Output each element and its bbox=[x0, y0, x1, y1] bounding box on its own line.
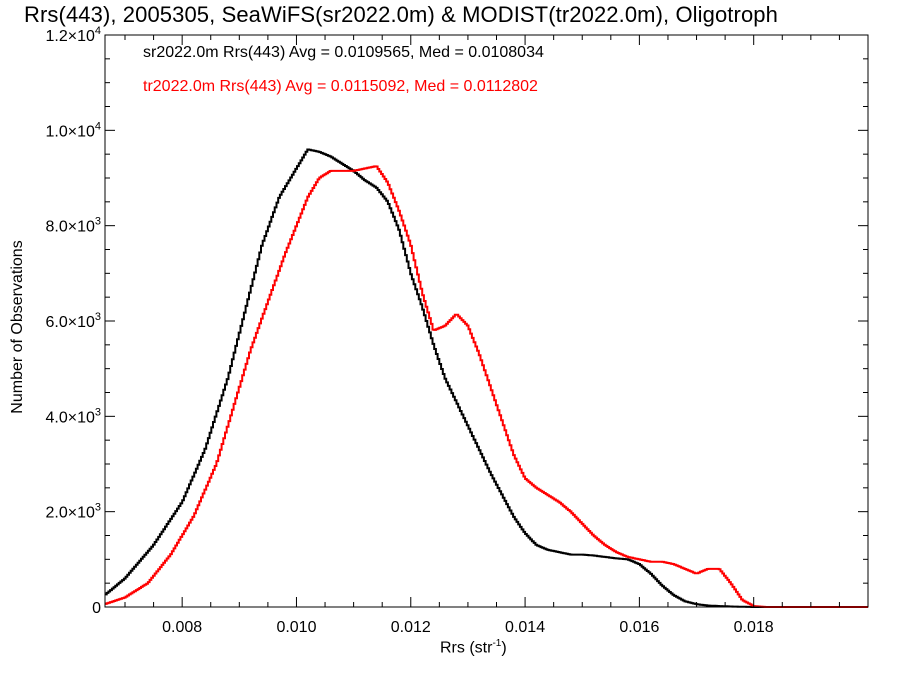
legend-entry-tr-text: tr2022.0m Rrs(443) Avg = 0.0115092, Med … bbox=[143, 78, 538, 95]
series-layer bbox=[105, 148, 868, 608]
x-axis-label-close: ) bbox=[501, 639, 507, 657]
histogram-series-1 bbox=[105, 148, 868, 608]
x-axis-label-text: Rrs (str bbox=[440, 639, 493, 657]
plot-frame bbox=[104, 34, 869, 608]
y-tick-label: 6.0×103 bbox=[45, 311, 101, 331]
histogram-series-2 bbox=[105, 165, 868, 608]
x-tick-label: 0.010 bbox=[276, 619, 316, 636]
x-tick-label: 0.018 bbox=[734, 619, 774, 636]
x-tick-label: 0.008 bbox=[162, 619, 202, 636]
legend-entry-tr: tr2022.0m Rrs(443) Avg = 0.0115092, Med … bbox=[143, 78, 538, 96]
x-axis-label-sup: -1 bbox=[492, 638, 502, 649]
y-axis-label: Number of Observations bbox=[9, 240, 26, 414]
chart-title: Rrs(443), 2005305, SeaWiFS(sr2022.0m) & … bbox=[24, 2, 778, 27]
axes-layer: 0.008 0.010 0.012 0.014 0.016 0.018 0 2.0×103 4.… bbox=[45, 25, 868, 636]
y-tick-label: 0 bbox=[92, 600, 101, 617]
y-tick-label: 2.0×103 bbox=[45, 502, 101, 522]
y-tick-label: 8.0×103 bbox=[45, 216, 101, 236]
x-tick-label: 0.012 bbox=[391, 619, 431, 636]
x-axis-label: Rrs (str-1) bbox=[440, 638, 507, 657]
x-tick-label: 0.016 bbox=[619, 619, 659, 636]
legend-entry-sr-text: sr2022.0m Rrs(443) Avg = 0.0109565, Med … bbox=[143, 44, 544, 61]
legend-entry-sr: sr2022.0m Rrs(443) Avg = 0.0109565, Med … bbox=[143, 44, 544, 62]
y-tick-label: 1.2×104 bbox=[45, 25, 101, 45]
x-tick-label: 0.014 bbox=[505, 619, 545, 636]
y-tick-label: 1.0×104 bbox=[45, 120, 101, 140]
y-tick-label: 4.0×103 bbox=[45, 406, 101, 426]
